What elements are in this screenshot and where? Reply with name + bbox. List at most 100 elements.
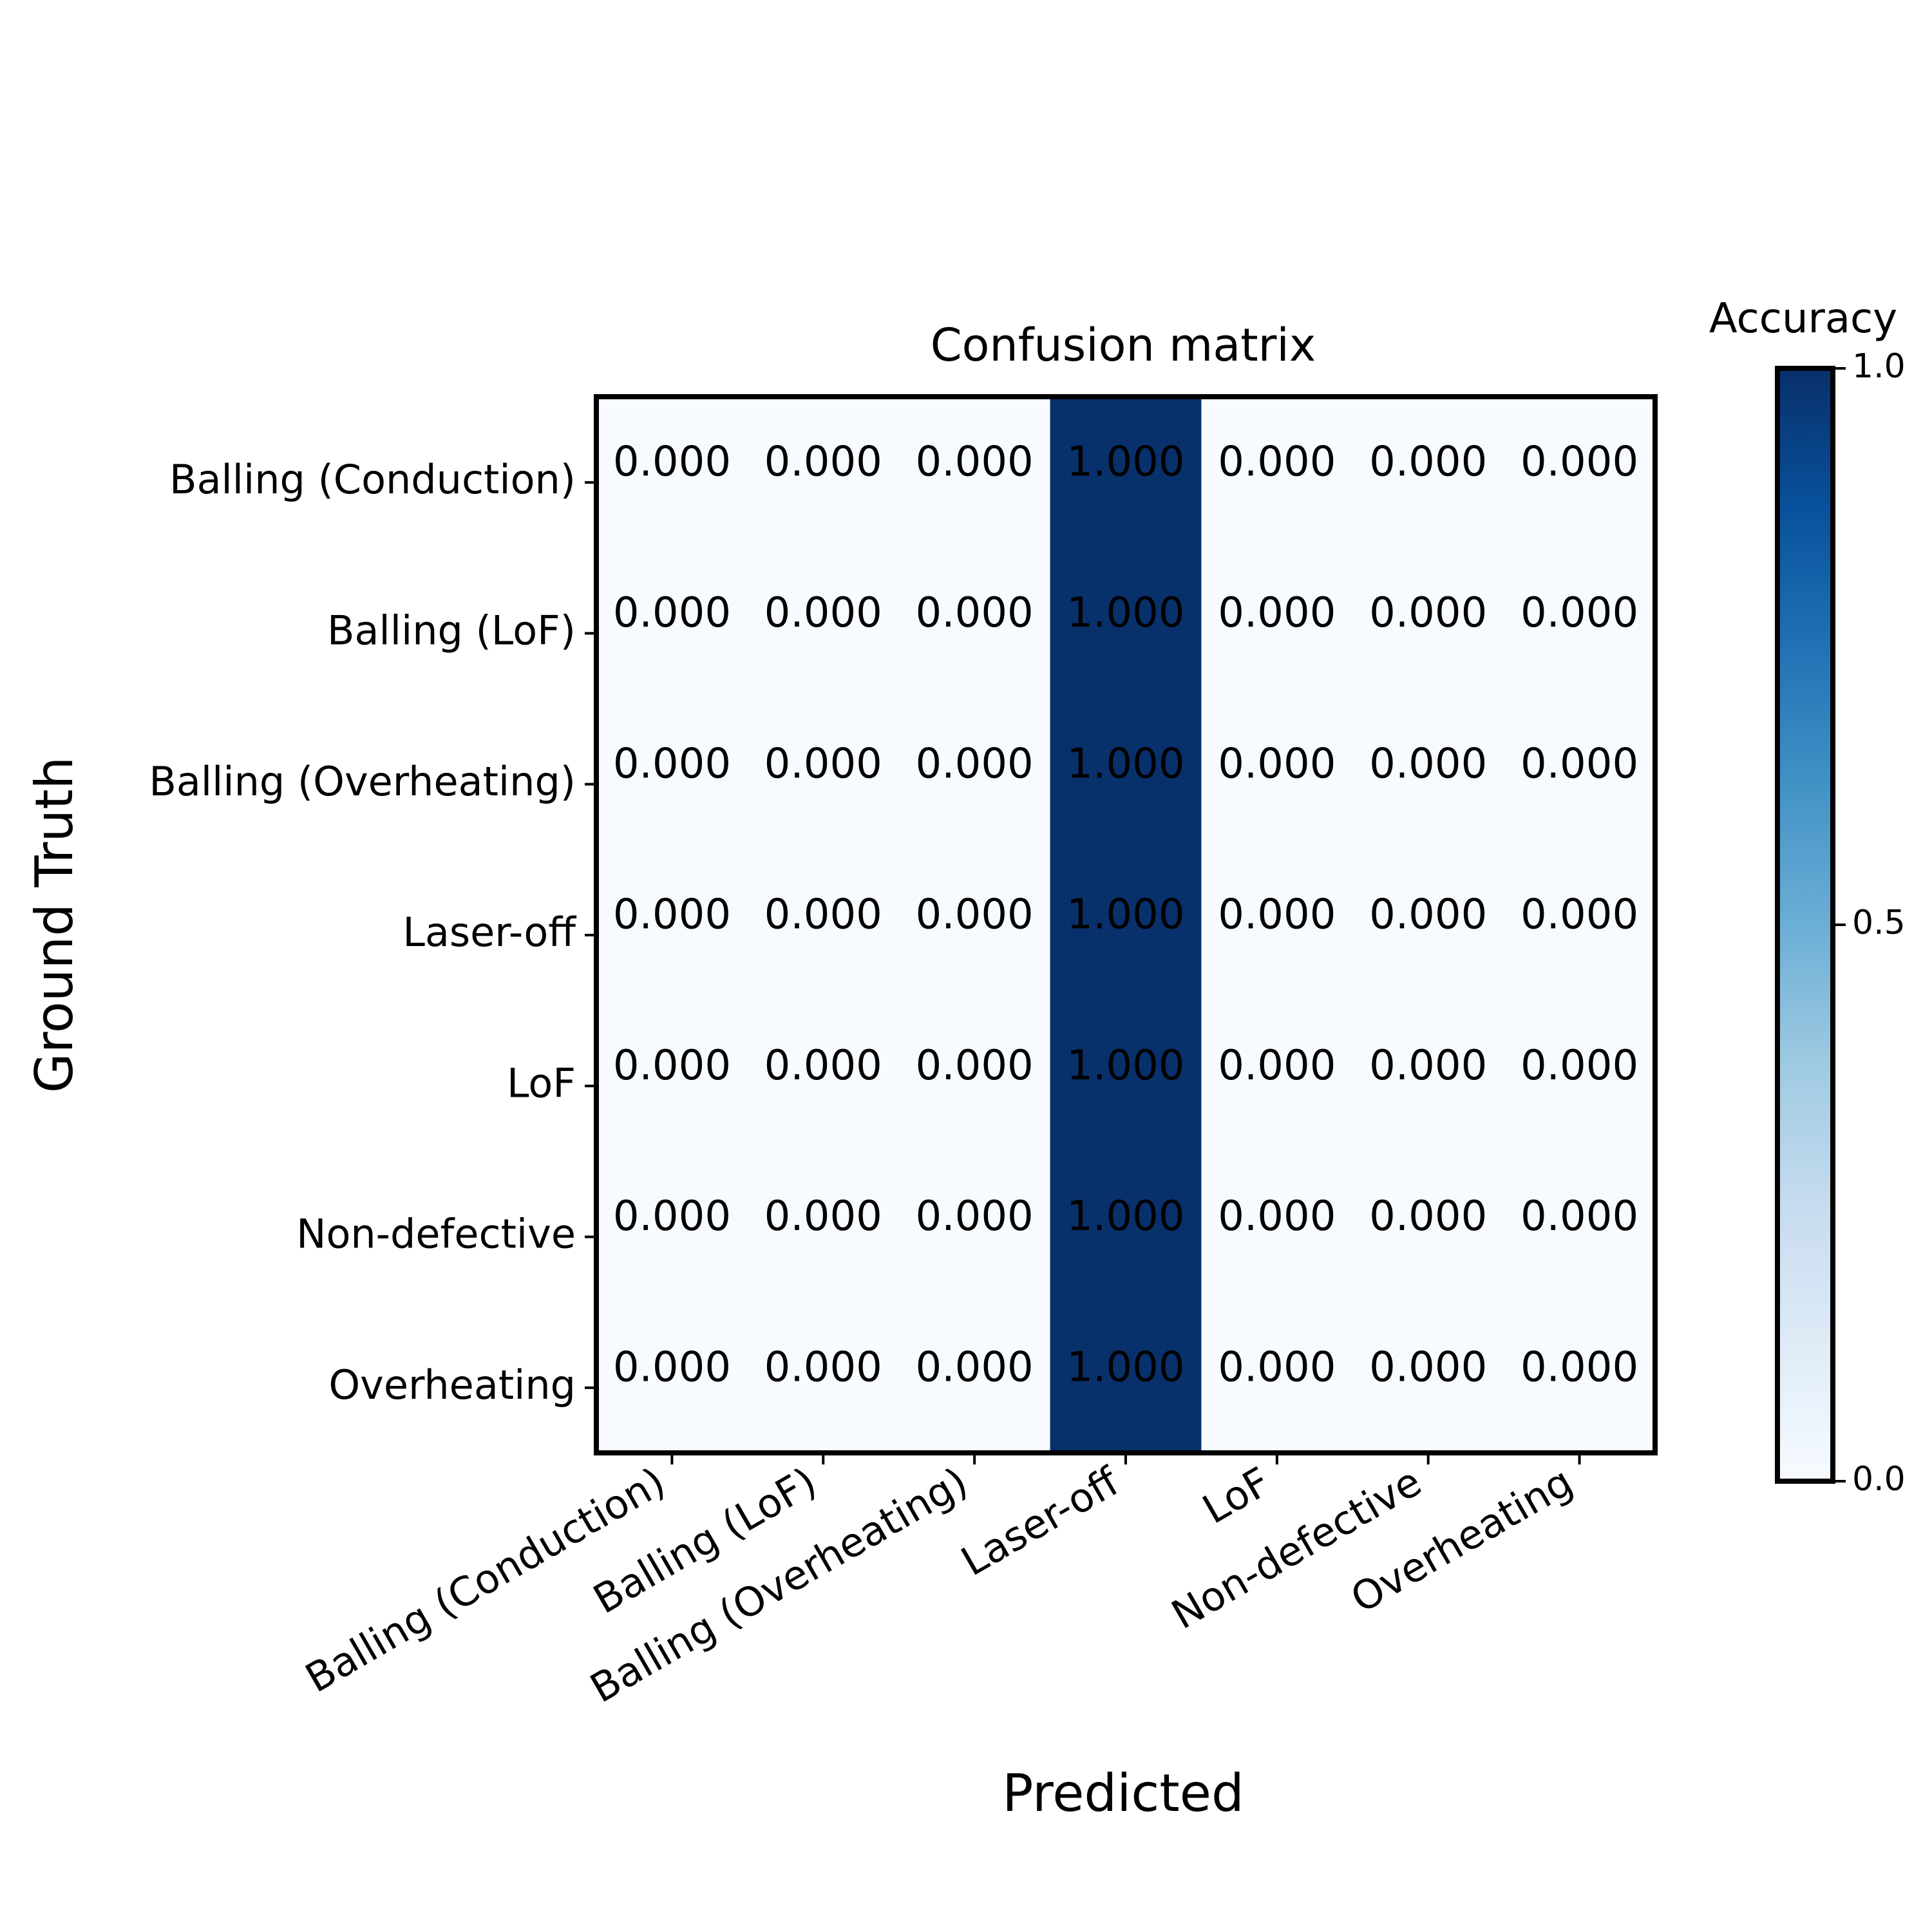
cell-value-label: 0.000 (1369, 1193, 1487, 1240)
cell-value-label: 0.000 (1218, 1193, 1336, 1240)
heatmap-cell (596, 1151, 748, 1303)
colorbar-tick-label: 0.0 (1852, 1460, 1906, 1499)
heatmap-cell (1201, 849, 1353, 1001)
cell-value-label: 1.000 (1066, 1343, 1184, 1391)
heatmap-cell (1050, 849, 1202, 1001)
cell-value-label: 0.000 (916, 1042, 1034, 1090)
cell-value-label: 0.000 (1369, 1343, 1487, 1391)
heatmap-cell (1504, 1151, 1656, 1303)
y-tick-label: Overheating (328, 1361, 576, 1408)
heatmap-cell (898, 849, 1051, 1001)
heatmap-cell (1352, 1000, 1504, 1151)
cell-value-label: 0.000 (764, 891, 882, 939)
y-tick-label: Balling (Conduction) (169, 456, 576, 503)
cell-value-label: 0.000 (1520, 891, 1638, 939)
heatmap-cell (596, 1000, 748, 1151)
heatmap-cell (596, 1302, 748, 1454)
cell-value-label: 0.000 (1520, 589, 1638, 637)
heatmap-cell (898, 698, 1051, 850)
cell-value-label: 0.000 (613, 740, 731, 788)
cell-value-label: 0.000 (1218, 740, 1336, 788)
heatmap-cell (747, 1000, 900, 1151)
cell-value-label: 1.000 (1066, 740, 1184, 788)
cell-value-label: 0.000 (613, 589, 731, 637)
cell-value-label: 0.000 (764, 1193, 882, 1240)
cell-value-label: 0.000 (764, 589, 882, 637)
heatmap-cell (1201, 1302, 1353, 1454)
cell-value-label: 0.000 (764, 1343, 882, 1391)
cell-value-label: 0.000 (916, 1343, 1034, 1391)
cell-value-label: 1.000 (1066, 1042, 1184, 1090)
x-axis-ticks: Balling (Conduction)Balling (LoF)Balling… (298, 1455, 1581, 1712)
cell-value-label: 0.000 (1520, 439, 1638, 486)
colorbar-gradient (1777, 368, 1833, 1481)
cell-value-label: 1.000 (1066, 891, 1184, 939)
y-tick-label: Balling (Overheating) (149, 758, 576, 805)
heatmap-cell (747, 849, 900, 1001)
heatmap-cells (596, 397, 1656, 1454)
heatmap-cell (1504, 397, 1656, 548)
cell-value-label: 0.000 (613, 891, 731, 939)
heatmap-cell (747, 1302, 900, 1454)
cell-value-label: 0.000 (916, 439, 1034, 486)
cell-value-label: 1.000 (1066, 439, 1184, 486)
cell-value-label: 0.000 (1369, 1042, 1487, 1090)
cell-value-label: 1.000 (1066, 589, 1184, 637)
heatmap-cell (1352, 547, 1504, 699)
cell-value-label: 0.000 (1218, 439, 1336, 486)
heatmap-cell (1050, 1302, 1202, 1454)
x-tick-label: LoF (1195, 1458, 1278, 1533)
chart-title: Confusion matrix (931, 319, 1316, 372)
heatmap-cell (898, 1000, 1051, 1151)
cell-value-label: 1.000 (1066, 1193, 1184, 1240)
heatmap-cell (898, 1151, 1051, 1303)
heatmap-cell (1050, 1000, 1202, 1151)
cell-value-label: 0.000 (613, 1193, 731, 1240)
colorbar-tick-label: 1.0 (1852, 347, 1906, 386)
y-axis-ticks: Balling (Conduction) Balling (LoF) Balling… (149, 456, 594, 1408)
colorbar-title: Accuracy (1709, 295, 1897, 343)
x-tick-label: Non-defective (1164, 1458, 1429, 1638)
heatmap-cell (1050, 397, 1202, 548)
heatmap-cell (1352, 1302, 1504, 1454)
heatmap-cell (1050, 698, 1202, 850)
heatmap-cell (1504, 1302, 1656, 1454)
heatmap-cell (596, 849, 748, 1001)
heatmap-cell (1201, 547, 1353, 699)
heatmap-cell (1352, 1151, 1504, 1303)
heatmap-cell (1201, 1000, 1353, 1151)
heatmap-cell (747, 397, 900, 548)
cell-value-label: 0.000 (1520, 740, 1638, 788)
cell-value-label: 0.000 (613, 439, 731, 486)
x-tick-label: Laser-off (953, 1457, 1127, 1585)
heatmap-cell (898, 547, 1051, 699)
cell-value-label: 0.000 (1218, 589, 1336, 637)
heatmap-cell (898, 1302, 1051, 1454)
heatmap-cell (596, 547, 748, 699)
heatmap-cell (747, 698, 900, 850)
cell-value-label: 0.000 (764, 439, 882, 486)
cell-value-label: 0.000 (916, 589, 1034, 637)
cell-value-label: 0.000 (1218, 1343, 1336, 1391)
y-tick-label: LoF (507, 1059, 576, 1106)
heatmap-cell-labels: 0.000 0.000 0.000 1.000 0.000 0.000 0.000 0.000… (613, 439, 1638, 1392)
cell-value-label: 0.000 (613, 1042, 731, 1090)
cell-value-label: 0.000 (1369, 891, 1487, 939)
heatmap-cell (1352, 397, 1504, 548)
heatmap-cell (1504, 698, 1656, 850)
heatmap-cell (1201, 698, 1353, 850)
heatmap-cell (1352, 849, 1504, 1001)
cell-value-label: 0.000 (1218, 891, 1336, 939)
cell-value-label: 0.000 (916, 891, 1034, 939)
heatmap-cell (747, 547, 900, 699)
y-axis-label: Ground Truth (24, 757, 84, 1093)
cell-value-label: 0.000 (916, 740, 1034, 788)
heatmap-cell (596, 397, 748, 548)
heatmap-cell (1504, 849, 1656, 1001)
cell-value-label: 0.000 (1520, 1042, 1638, 1090)
y-tick-label: Non-defective (296, 1211, 576, 1258)
y-tick-label: Laser-off (402, 909, 576, 956)
cell-value-label: 0.000 (1369, 589, 1487, 637)
colorbar-ticks: 0.0 0.5 1.0 (1833, 347, 1906, 1499)
